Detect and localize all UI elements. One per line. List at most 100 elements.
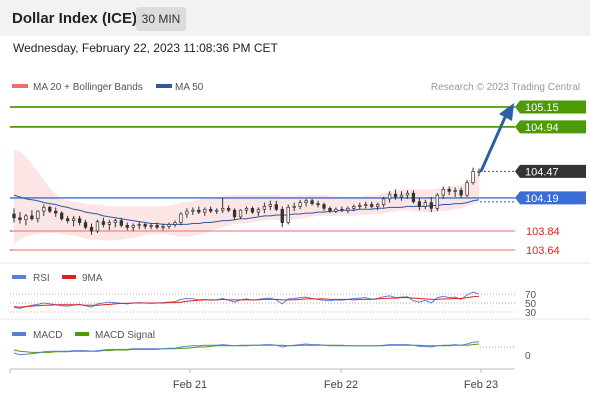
candle-body <box>364 204 368 206</box>
candle-body <box>370 204 374 207</box>
candle-body <box>316 203 320 205</box>
candle-body <box>54 210 58 214</box>
timestamp: Wednesday, February 22, 2023 11:08:36 PM… <box>13 41 278 55</box>
candle-body <box>453 189 457 192</box>
candle-body <box>429 202 433 209</box>
candle-body <box>42 207 46 212</box>
candle-body <box>447 189 451 192</box>
candle-body <box>48 207 52 212</box>
candle-body <box>322 204 326 209</box>
ma9-legend-swatch <box>62 275 76 279</box>
candle-body <box>179 213 183 223</box>
candle-body <box>161 225 165 228</box>
level-tag-104.47 <box>515 164 586 178</box>
chart-title: Dollar Index (ICE) <box>12 10 138 27</box>
level-label-105.15: 105.15 <box>525 102 559 114</box>
rsi-tick-50: 50 <box>525 299 537 310</box>
candle-body <box>459 189 463 196</box>
candle-body <box>155 225 159 228</box>
x-tick-label-feb21: Feb 21 <box>173 379 207 391</box>
candle-body <box>60 212 64 220</box>
candle-body <box>274 204 278 210</box>
candle-body <box>173 222 177 225</box>
candle-body <box>95 221 100 232</box>
bollinger-band-fill <box>14 149 479 245</box>
level-label-103.84: 103.84 <box>526 226 560 238</box>
candle-body <box>18 217 22 221</box>
candle-body <box>167 224 171 227</box>
candle-body <box>119 220 123 226</box>
rsi-tick-70: 70 <box>525 290 537 301</box>
candle-body <box>250 207 255 213</box>
forecast-arrow-line <box>479 114 508 173</box>
candle-body <box>328 207 332 212</box>
candle-body <box>71 218 76 221</box>
candle-body <box>376 204 380 207</box>
candle-body <box>435 194 439 209</box>
signal-legend-swatch <box>75 332 89 336</box>
header-bar: Dollar Index (ICE) 30 MIN <box>0 0 590 36</box>
candle-body <box>191 209 195 212</box>
candle-body <box>209 208 213 212</box>
candle-body <box>30 215 34 220</box>
candle-body <box>477 171 481 173</box>
candle-body <box>203 208 207 213</box>
candle-body <box>340 208 344 211</box>
candle-body <box>292 206 296 208</box>
price-chart: 105.15 104.94 104.47 104.19 103.84 103.64 <box>10 100 586 257</box>
candle-body <box>381 198 386 205</box>
candle-body <box>471 171 475 184</box>
candle-body <box>405 192 410 196</box>
candle-body <box>83 222 88 228</box>
candle-body <box>77 218 82 223</box>
candle-body <box>441 189 445 196</box>
candle-body <box>89 226 94 232</box>
candle-body <box>411 192 416 203</box>
level-tag-104.94 <box>515 120 586 134</box>
candle-body <box>346 207 350 211</box>
candle-body <box>393 193 398 198</box>
candle-body <box>12 213 16 219</box>
candle-body <box>107 222 112 225</box>
level-label-103.64: 103.64 <box>526 245 560 257</box>
candle-body <box>66 218 70 221</box>
candle-body <box>137 224 141 226</box>
candle-body <box>286 207 290 223</box>
candle-body <box>304 200 308 203</box>
signal-legend-label: MACD Signal <box>95 330 155 341</box>
candle-body <box>256 208 261 213</box>
bb-legend-swatch <box>12 84 28 88</box>
level-label-104.94: 104.94 <box>525 122 559 134</box>
candle-body <box>399 194 404 198</box>
macd-line <box>13 341 480 356</box>
candle-body <box>149 225 153 227</box>
candle-body <box>238 209 243 218</box>
candle-body <box>131 225 135 228</box>
forecast-arrow-head <box>499 103 514 121</box>
level-label-104.19: 104.19 <box>525 193 559 205</box>
macd-legend-swatch <box>12 332 26 336</box>
candle-body <box>226 207 231 211</box>
ma50-legend-swatch <box>156 84 172 88</box>
candle-body <box>244 207 249 211</box>
candle-body <box>465 182 469 196</box>
candle-body <box>221 207 225 211</box>
level-tag-104.19 <box>515 191 586 205</box>
level-tag-105.15 <box>515 100 586 114</box>
candle-body <box>185 210 189 215</box>
rsi-legend-label: RSI <box>33 273 50 284</box>
candle-body <box>298 202 302 207</box>
timeframe-button[interactable]: 30 MIN <box>136 7 186 31</box>
macd-tick-0: 0 <box>525 351 531 362</box>
rsi-legend-swatch <box>12 275 26 279</box>
x-tick-label-feb23: Feb 23 <box>464 379 498 391</box>
level-label-104.47: 104.47 <box>525 166 559 178</box>
candle-body <box>417 201 422 207</box>
rsi-ma9-line <box>13 295 480 308</box>
candle-body <box>24 215 28 221</box>
candle-body <box>334 208 338 212</box>
credit-text: Research © 2023 Trading Central <box>431 82 580 93</box>
candle-body <box>197 209 201 213</box>
candle-body <box>352 206 356 209</box>
